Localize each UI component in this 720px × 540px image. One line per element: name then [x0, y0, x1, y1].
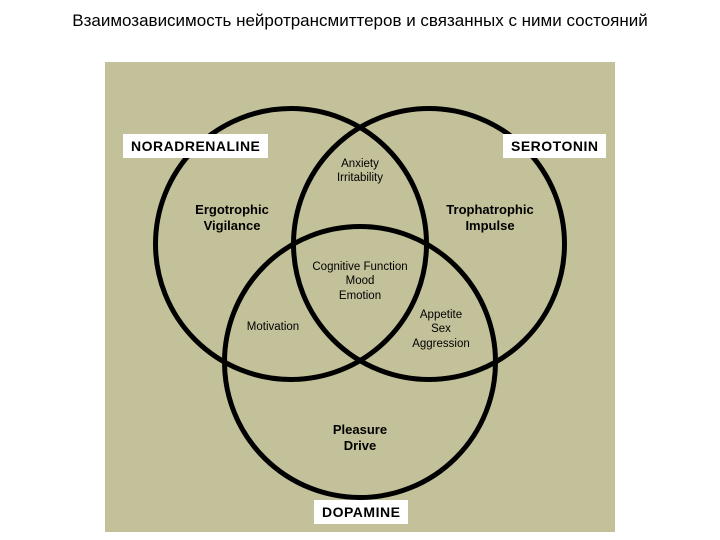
region-serotonin: TrophatrophicImpulse: [425, 202, 555, 233]
overlap-nora-sero: AnxietyIrritability: [325, 157, 395, 186]
label-serotonin: SEROTONIN: [503, 134, 606, 158]
region-noradrenaline: ErgotrophicVigilance: [177, 202, 287, 233]
venn-diagram: NORADRENALINE SEROTONIN DOPAMINE Ergotro…: [105, 62, 615, 532]
overlap-sero-dopa: AppetiteSexAggression: [401, 308, 481, 351]
diagram-title: Взаимозависимость нейротрансмиттеров и с…: [0, 0, 720, 32]
label-dopamine: DOPAMINE: [314, 500, 408, 524]
label-noradrenaline: NORADRENALINE: [123, 134, 268, 158]
region-dopamine: PleasureDrive: [305, 422, 415, 453]
overlap-nora-dopa: Motivation: [233, 320, 313, 334]
overlap-center: Cognitive FunctionMoodEmotion: [305, 260, 415, 303]
